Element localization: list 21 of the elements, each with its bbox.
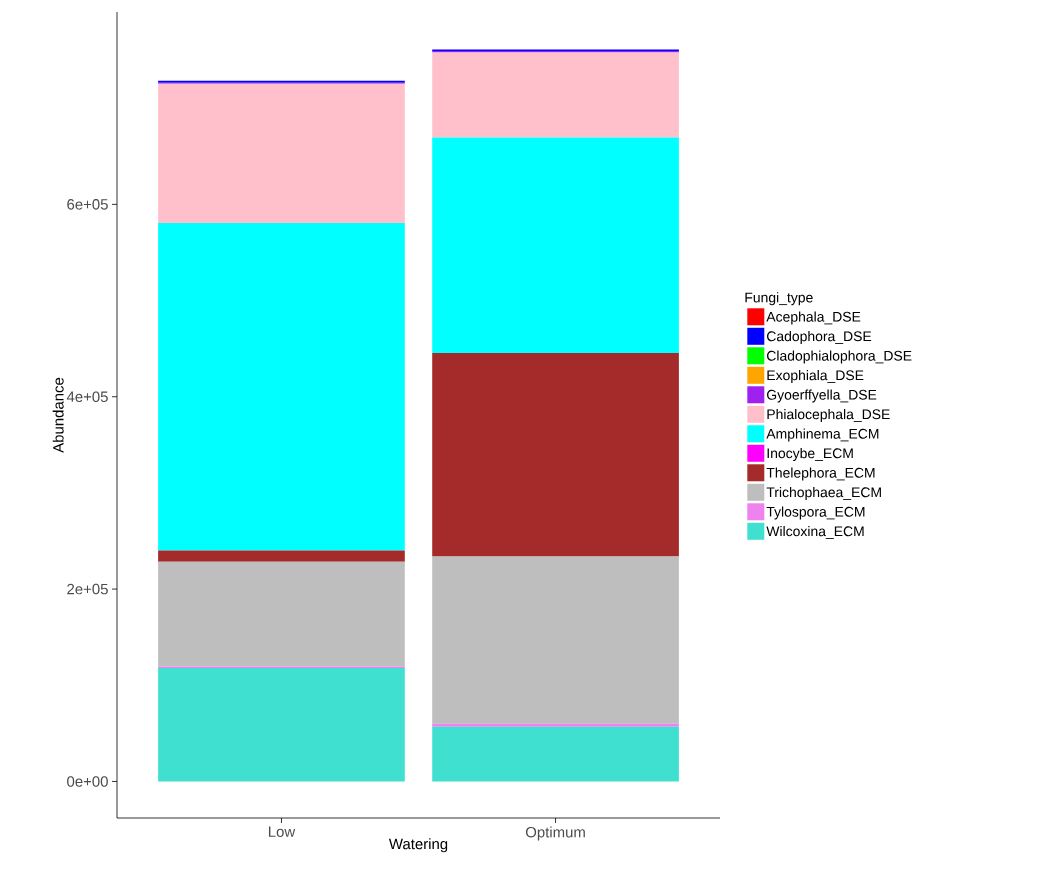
legend-label: Acephala_DSE — [766, 311, 861, 325]
legend-label: Thelephora_ECM — [766, 467, 875, 481]
y-tick-label: 2e+05 — [67, 583, 108, 595]
y-tick-label: 6e+05 — [67, 199, 108, 210]
legend-title: Fungi_type — [745, 292, 813, 306]
y-tick-label: 0e+00 — [67, 776, 108, 787]
y-tick-label: 4e+05 — [66, 391, 108, 402]
x-tick-label: Optimum — [525, 826, 585, 841]
legend-label: Phialocephala_DSE — [767, 408, 890, 422]
legend-label: Exophiala_DSE — [767, 369, 864, 383]
y-axis-title: Abundance — [52, 377, 64, 453]
legend-label: Cadophora_DSE — [767, 330, 872, 344]
legend-label: Wilcoxina_ECM — [766, 525, 864, 539]
legend-label: Gyoerffyella_DSE — [767, 389, 877, 403]
legend-label: Cladophialophora_DSE — [767, 350, 912, 364]
legend-label: Tylospora_ECM — [766, 506, 865, 520]
legend-label: Trichophaea_ECM — [766, 486, 881, 500]
x-tick-label: Low — [268, 826, 296, 837]
x-axis-title: Watering — [388, 838, 448, 853]
legend-label: Inocybe_ECM — [767, 447, 853, 461]
legend-label: Amphinema_ECM — [766, 428, 879, 442]
